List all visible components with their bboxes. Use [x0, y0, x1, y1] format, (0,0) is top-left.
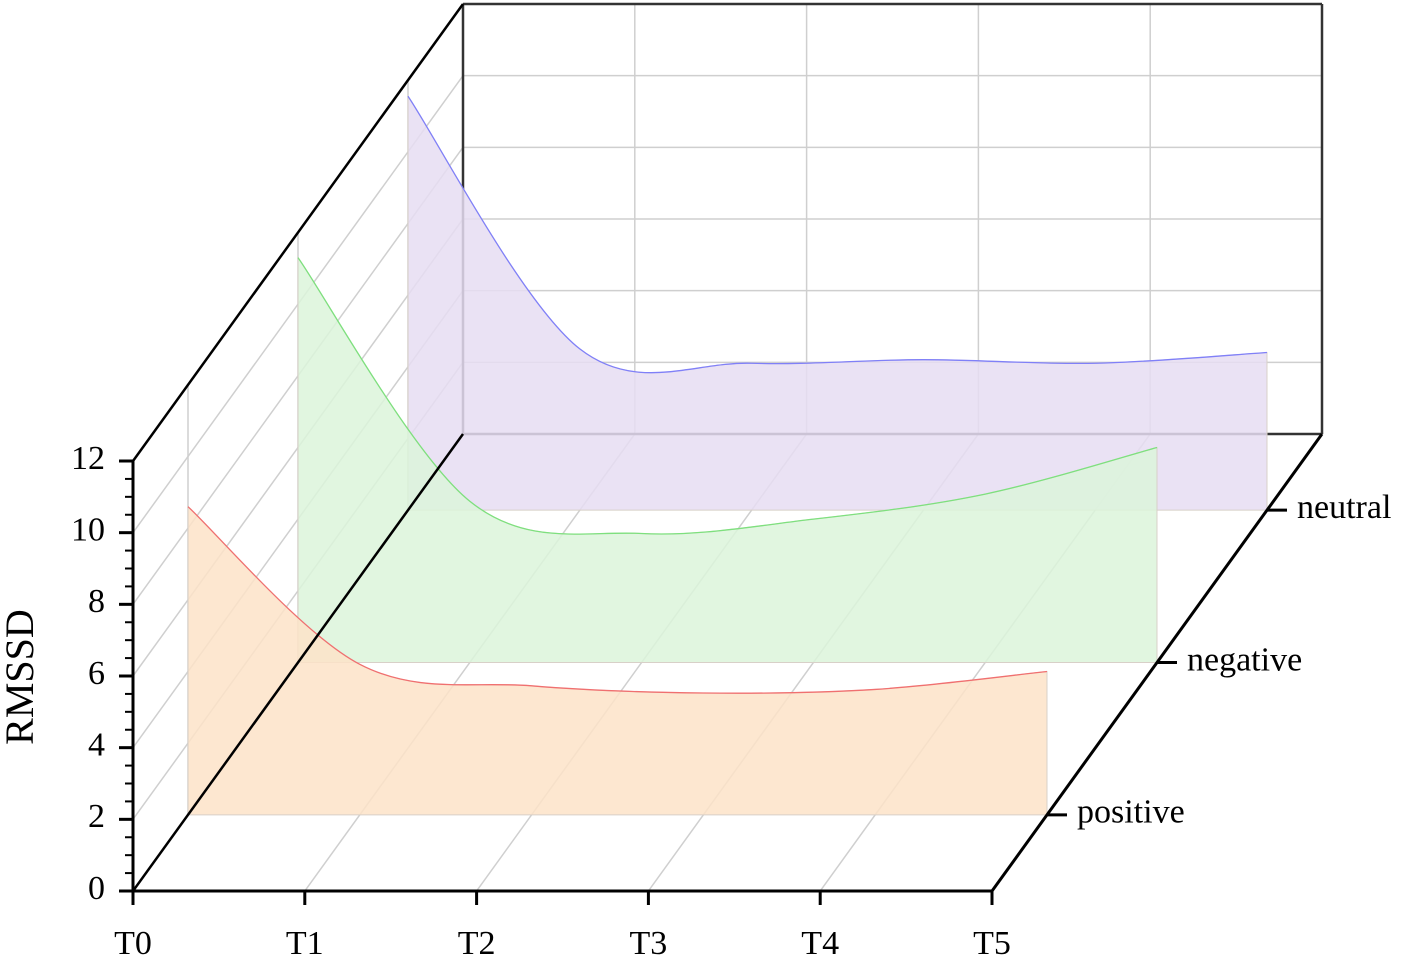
axis-line	[131, 433, 465, 892]
y-tick-label: 8	[88, 583, 105, 620]
y-tick-label: 2	[88, 798, 105, 835]
y-tick-label: 12	[71, 440, 105, 477]
x-tick-label: T1	[286, 925, 324, 962]
y-axis-label: RMSSD	[0, 609, 42, 745]
depth-tick-label: positive	[1077, 794, 1185, 831]
depth-tick-label: neutral	[1297, 489, 1391, 526]
y-tick-label: 6	[88, 655, 105, 692]
y-tick-label: 0	[88, 870, 105, 907]
x-tick-label: T3	[630, 925, 668, 962]
x-tick-label: T5	[973, 925, 1011, 962]
x-tick-label: T4	[801, 925, 839, 962]
depth-tick-label: negative	[1187, 641, 1302, 678]
series-line	[297, 257, 1158, 535]
axis-line	[131, 3, 465, 462]
x-tick-label: T2	[458, 925, 496, 962]
y-tick-label: 4	[88, 726, 105, 763]
x-tick-label: T0	[114, 925, 152, 962]
axis-line	[990, 433, 1324, 892]
y-tick-label: 10	[71, 511, 105, 548]
series-line	[187, 506, 1048, 694]
area	[407, 94, 1268, 511]
series-line	[407, 95, 1268, 374]
